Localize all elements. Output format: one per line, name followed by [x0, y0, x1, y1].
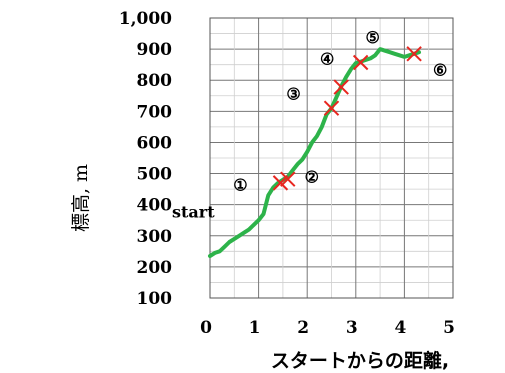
marker: ⑤ [352, 28, 380, 71]
y-tick-label: 300 [137, 227, 173, 247]
y-axis-label: 標高, m [70, 164, 92, 232]
marker-cross-b [323, 100, 340, 116]
x-axis-label: スタートからの距離, [271, 349, 449, 372]
y-tick-label: 1,000 [119, 9, 172, 29]
marker: ② [280, 168, 319, 187]
markers-layer: ① ② ③ ④ ⑤ ⑥ [233, 28, 447, 194]
marker-cross-b [280, 171, 296, 187]
x-tick-label: 4 [394, 318, 406, 338]
marker-label: ⑥ [433, 60, 447, 79]
marker: ① [233, 175, 289, 194]
y-tick-label: 500 [137, 165, 173, 185]
y-tick-label: 400 [137, 196, 173, 216]
marker-cross-b [406, 46, 422, 62]
marker-label: ③ [286, 85, 300, 104]
y-tick-label: 900 [137, 40, 173, 60]
marker-cross-b [352, 54, 369, 71]
y-tick-label: 200 [137, 258, 173, 278]
marker-label: ④ [320, 50, 334, 69]
x-axis-ticks: 0 1 2 3 4 5 [200, 318, 455, 338]
y-axis-ticks: 100 200 300 400 500 600 700 800 900 1,000 [119, 9, 172, 309]
elevation-line [208, 47, 421, 258]
marker-label: ② [305, 168, 319, 187]
y-tick-label: 700 [137, 102, 173, 122]
x-tick-label: 2 [297, 318, 309, 338]
x-tick-label: 0 [200, 318, 212, 338]
marker-cross-b [333, 79, 349, 95]
plot-border [209, 17, 454, 299]
x-tick-label: 5 [443, 318, 455, 338]
y-tick-label: 600 [137, 133, 173, 153]
marker: ④ [320, 50, 349, 95]
marker-cross-b [272, 175, 289, 191]
marker-label: ① [233, 175, 247, 194]
y-tick-label: 800 [137, 71, 173, 91]
start-annotation: start [172, 203, 215, 222]
x-tick-label: 1 [249, 318, 261, 338]
marker-label: ⑤ [365, 28, 379, 47]
marker: ③ [286, 85, 340, 116]
plot-frame [209, 17, 454, 299]
x-tick-label: 3 [346, 318, 358, 338]
annotations-layer: start [172, 203, 215, 222]
marker: ⑥ [406, 46, 447, 79]
y-tick-label: 100 [137, 289, 173, 309]
series-layer [208, 47, 421, 258]
